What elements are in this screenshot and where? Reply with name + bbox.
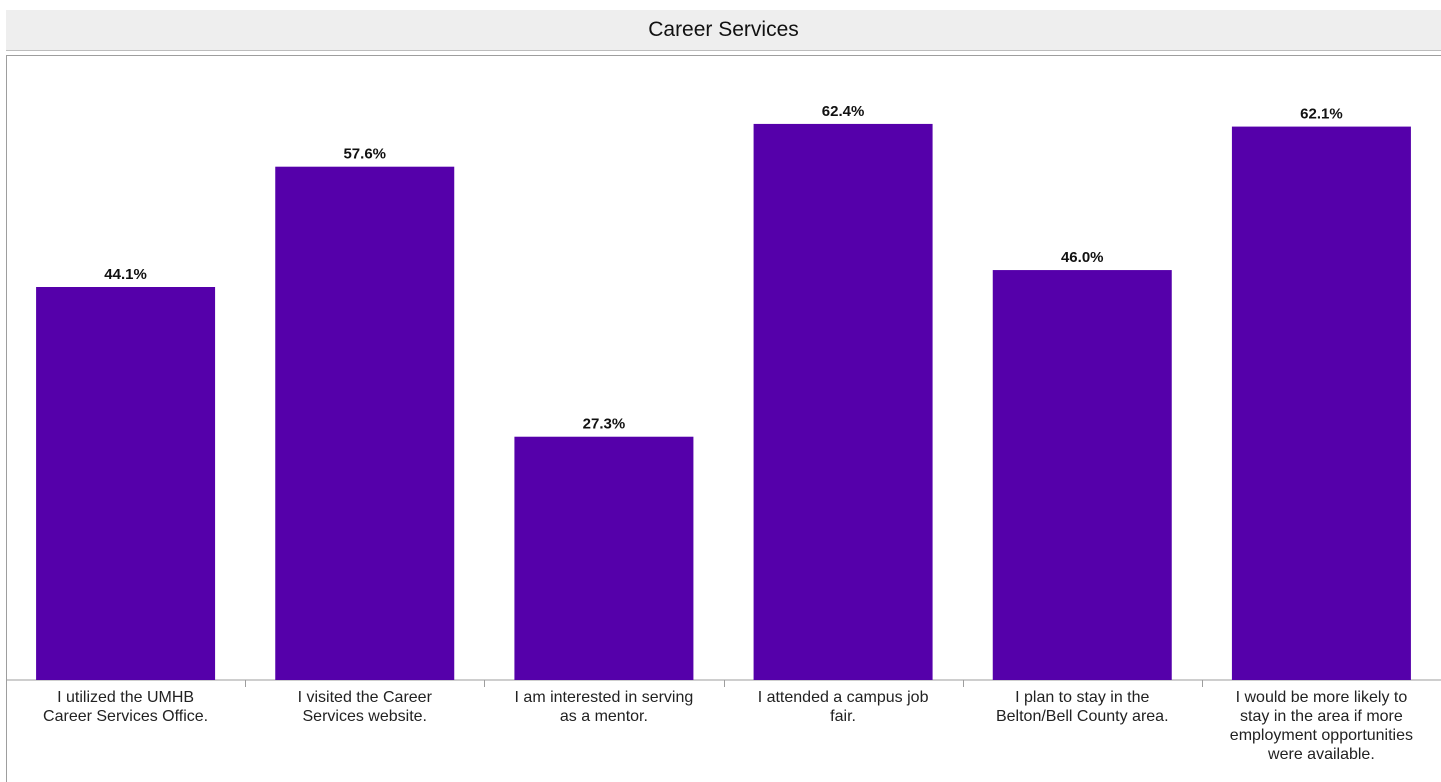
- bar: [514, 436, 694, 680]
- data-label: 62.4%: [822, 103, 865, 120]
- chart-area: [6, 55, 1441, 782]
- data-label: 44.1%: [104, 266, 147, 283]
- x-tick-label: I attended a campus job fair.: [758, 689, 929, 725]
- x-tick-label: I plan to stay in the Belton/Bell County …: [996, 689, 1169, 725]
- x-tick-label: I utilized the UMHB Career Services Offic…: [43, 689, 208, 725]
- data-label: 62.1%: [1300, 106, 1343, 123]
- bar: [1231, 126, 1411, 680]
- bar: [275, 166, 455, 681]
- data-label: 57.6%: [343, 146, 386, 163]
- bar: [36, 287, 216, 680]
- bar: [753, 123, 933, 681]
- x-tick-label: I am interested in serving as a mentor.: [515, 689, 694, 725]
- bar: [992, 270, 1172, 680]
- chart-title: Career Services: [6, 10, 1441, 51]
- data-label: 46.0%: [1061, 249, 1104, 266]
- x-tick-label: I would be more likely to stay in the are…: [1230, 689, 1413, 763]
- data-label: 27.3%: [583, 416, 626, 433]
- x-tick-label: I visited the Career Services website.: [298, 689, 433, 725]
